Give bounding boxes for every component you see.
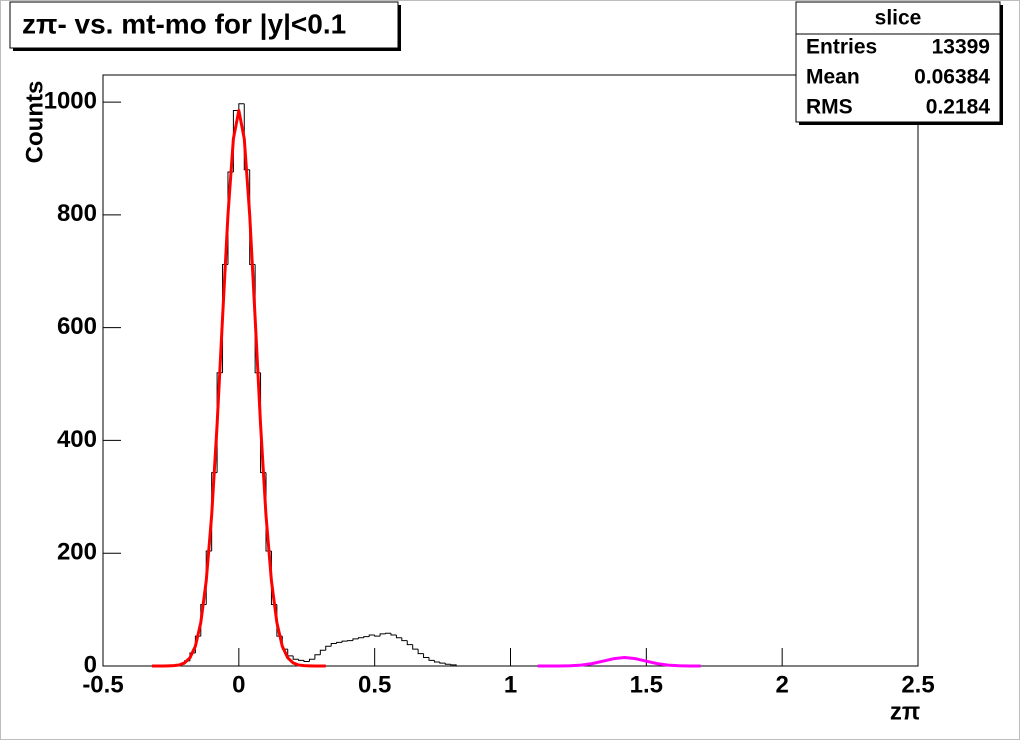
x-tick-label: -0.5 bbox=[82, 671, 123, 698]
x-tick-label: 2.5 bbox=[901, 671, 934, 698]
histogram-bin bbox=[433, 660, 440, 663]
y-tick-label: 0 bbox=[84, 651, 97, 678]
stats-value: 0.2184 bbox=[926, 96, 991, 119]
stats-label: Entries bbox=[806, 36, 877, 59]
histogram-bin bbox=[374, 634, 381, 637]
histogram-bin bbox=[303, 660, 310, 662]
x-axis-label: zπ bbox=[890, 698, 920, 725]
fit-curve bbox=[537, 656, 701, 668]
histogram-bin bbox=[238, 103, 245, 111]
plot-frame bbox=[102, 74, 919, 667]
histogram-bin bbox=[352, 638, 359, 641]
x-tick-label: 0.5 bbox=[358, 671, 391, 698]
y-tick-label: 200 bbox=[57, 539, 97, 566]
histogram-bin bbox=[363, 636, 370, 638]
histogram-bin bbox=[330, 642, 337, 647]
histogram-bin bbox=[428, 657, 435, 661]
stats-label: RMS bbox=[806, 96, 853, 119]
title-box bbox=[9, 1, 399, 49]
histogram-bin bbox=[292, 655, 299, 660]
histogram-bin bbox=[412, 644, 419, 650]
histogram-bin bbox=[423, 653, 429, 659]
y-tick-label: 1000 bbox=[44, 87, 97, 114]
x-tick-label: 1 bbox=[504, 671, 517, 698]
histogram-bin bbox=[379, 633, 386, 637]
histogram-bin bbox=[385, 632, 391, 634]
histogram-bin bbox=[450, 664, 457, 666]
histogram-bin bbox=[395, 634, 402, 639]
stats-value: 13399 bbox=[932, 36, 990, 59]
stats-box bbox=[795, 1, 1001, 123]
stats-title: slice bbox=[875, 7, 922, 30]
stats-label: Mean bbox=[806, 66, 860, 89]
y-axis-label: Counts bbox=[21, 81, 48, 164]
histogram-bin bbox=[417, 649, 424, 655]
histogram-bin bbox=[406, 640, 413, 646]
histogram-bin bbox=[336, 641, 343, 644]
histogram-bin bbox=[401, 637, 408, 642]
histogram-bin bbox=[390, 633, 397, 636]
histogram-bin bbox=[314, 654, 321, 660]
stats-value: 0.06384 bbox=[914, 66, 990, 89]
y-tick-label: 400 bbox=[57, 426, 97, 453]
fit-curve bbox=[151, 109, 326, 668]
histogram-bin bbox=[308, 658, 315, 662]
histogram-bin bbox=[439, 662, 446, 664]
y-tick-label: 800 bbox=[57, 200, 97, 227]
x-tick-label: 0 bbox=[232, 671, 245, 698]
histogram-bin bbox=[347, 640, 353, 642]
histogram-bin bbox=[368, 634, 375, 637]
chart-title: zπ- vs. mt-mo for |y|<0.1 bbox=[22, 8, 346, 39]
histogram-bin bbox=[357, 637, 364, 639]
x-tick-label: 2 bbox=[775, 671, 788, 698]
histogram-bin bbox=[298, 659, 305, 661]
histogram-bin bbox=[319, 649, 326, 655]
histogram-bin bbox=[444, 663, 451, 665]
y-tick-label: 600 bbox=[57, 313, 97, 340]
x-tick-label: 1.5 bbox=[630, 671, 663, 698]
histogram-bin bbox=[325, 645, 332, 651]
histogram-bin bbox=[341, 640, 348, 643]
